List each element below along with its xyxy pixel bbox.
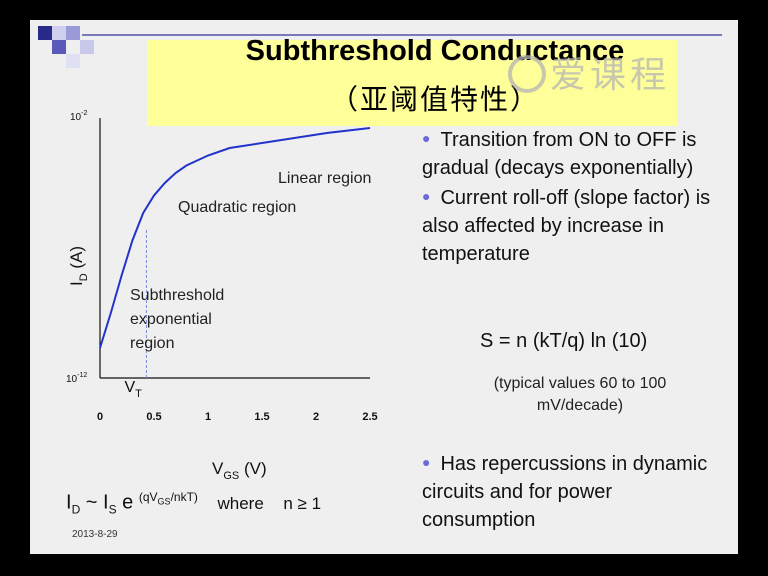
x-tick-label: 2.5 bbox=[362, 411, 377, 423]
bullet-dot-icon: ● bbox=[422, 454, 431, 470]
slide: Subthreshold Conductance （亚阈值特性） 爱课程 10-… bbox=[30, 20, 738, 554]
bullet-item: ● Current roll-off (slope factor) is also… bbox=[422, 187, 711, 265]
ytick-bottom-label: 10-12 bbox=[66, 372, 87, 385]
annotation-quadratic-region: Quadratic region bbox=[178, 199, 296, 216]
watermark-logo-icon bbox=[508, 55, 546, 93]
id-curve-line bbox=[99, 127, 371, 349]
id-vgs-chart: 10-2 10-12 ID (A) VGS (V) 0 0.5 1 1.5 2 2.5 V… bbox=[66, 110, 378, 482]
ytick-top-label: 10-2 bbox=[70, 110, 87, 123]
x-tick-label: 1.5 bbox=[254, 411, 269, 423]
slide-subtitle: （亚阈值特性） bbox=[329, 83, 540, 116]
slope-formula: S = n (kT/q) ln (10) bbox=[480, 330, 648, 352]
annotation-exponential: exponential bbox=[130, 311, 212, 328]
x-tick-label: 2 bbox=[313, 411, 319, 423]
annotation-linear-region: Linear region bbox=[278, 170, 371, 187]
slope-formula-note: (typical values 60 to 100 mV/decade) bbox=[493, 375, 667, 414]
bullet-item: ● Transition from ON to OFF is gradual (d… bbox=[422, 129, 697, 179]
bullet-list: ● Transition from ON to OFF is gradual (d… bbox=[422, 124, 722, 268]
x-axis-label: VGS (V) bbox=[212, 459, 267, 482]
slide-date: 2013-8-29 bbox=[72, 529, 118, 540]
vt-label: VT bbox=[124, 379, 142, 400]
y-axis-label: ID (A) bbox=[67, 246, 90, 286]
bullet-dot-icon: ● bbox=[422, 188, 431, 204]
subthreshold-equation: ID ~ IS e (qVGS/nkT) where n ≥ 1 bbox=[66, 490, 322, 517]
bullet-dot-icon: ● bbox=[422, 130, 431, 146]
x-tick-labels: 0 0.5 1 1.5 2 2.5 bbox=[97, 411, 378, 423]
watermark-text: 爱课程 bbox=[550, 55, 671, 96]
annotation-region: region bbox=[130, 335, 174, 352]
header-rule bbox=[82, 34, 722, 36]
x-tick-label: 1 bbox=[205, 411, 211, 423]
decorative-squares bbox=[38, 26, 118, 68]
title-band bbox=[147, 40, 677, 126]
bullet-item: ● Has repercussions in dynamic circuits a… bbox=[422, 453, 708, 531]
x-tick-label: 0 bbox=[97, 411, 103, 423]
slide-title: Subthreshold Conductance bbox=[245, 35, 625, 67]
annotation-subthreshold: Subthreshold bbox=[130, 287, 224, 304]
x-tick-label: 0.5 bbox=[146, 411, 161, 423]
